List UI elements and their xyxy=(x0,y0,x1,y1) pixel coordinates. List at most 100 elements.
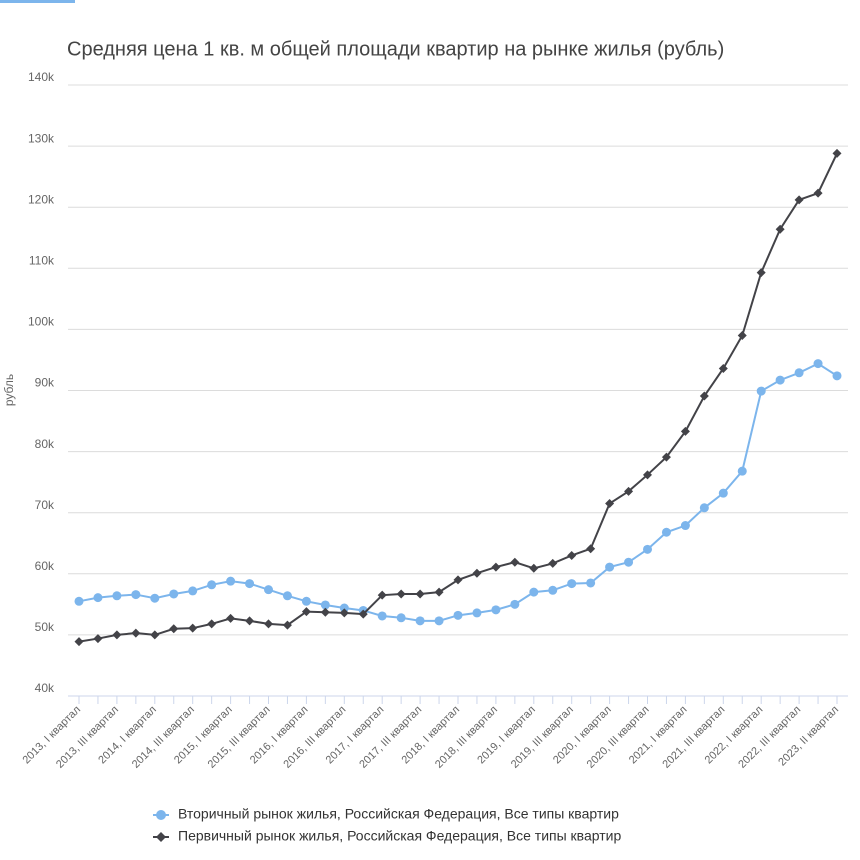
point xyxy=(737,331,747,341)
point xyxy=(680,426,690,436)
point xyxy=(586,544,596,554)
y-tick-label: 140k xyxy=(28,70,55,84)
y-tick-label: 90k xyxy=(35,376,55,390)
y-tick-label: 50k xyxy=(35,620,55,634)
point xyxy=(112,591,122,601)
point xyxy=(339,603,349,613)
point xyxy=(264,585,273,595)
point xyxy=(358,609,368,619)
y-tick-label: 120k xyxy=(28,192,55,206)
point xyxy=(396,589,406,599)
point xyxy=(832,371,842,381)
point xyxy=(756,268,766,278)
point xyxy=(832,148,842,158)
point xyxy=(567,579,577,589)
point xyxy=(131,628,141,638)
point xyxy=(813,359,823,369)
chart-title: Средняя цена 1 кв. м общей площади кварт… xyxy=(67,38,724,60)
point xyxy=(775,224,785,234)
y-tick-label: 60k xyxy=(35,559,55,573)
point xyxy=(737,466,747,476)
point xyxy=(93,634,103,644)
point xyxy=(529,563,539,573)
point xyxy=(567,550,577,560)
point xyxy=(605,499,615,509)
point xyxy=(245,579,255,589)
point xyxy=(93,593,103,603)
point xyxy=(661,527,671,537)
point xyxy=(643,544,652,554)
legend-label: Вторичный рынок жилья, Российская Федера… xyxy=(178,806,619,822)
point xyxy=(699,391,709,401)
point xyxy=(396,613,406,623)
point xyxy=(320,607,330,617)
legend-label: Первичный рынок жилья, Российская Федера… xyxy=(178,828,621,844)
point xyxy=(813,188,823,198)
point xyxy=(377,611,387,621)
point xyxy=(245,616,255,626)
point xyxy=(188,586,198,596)
point xyxy=(624,486,634,496)
point xyxy=(472,608,482,618)
point xyxy=(207,580,217,590)
point xyxy=(434,587,444,597)
point xyxy=(529,587,539,597)
point xyxy=(320,600,330,610)
point xyxy=(794,195,804,205)
point xyxy=(718,364,728,374)
point xyxy=(169,624,179,634)
point xyxy=(131,590,141,600)
point xyxy=(605,562,615,572)
point xyxy=(586,578,596,588)
point xyxy=(169,589,179,599)
point xyxy=(112,630,122,640)
point xyxy=(680,521,690,531)
y-tick-label: 40k xyxy=(35,681,55,695)
point xyxy=(301,596,311,606)
point xyxy=(699,503,709,513)
point xyxy=(415,616,425,626)
y-axis-label: рубль xyxy=(2,374,16,406)
point xyxy=(150,630,160,640)
point xyxy=(188,623,198,633)
point xyxy=(756,386,766,396)
point xyxy=(491,605,501,615)
point xyxy=(301,607,311,617)
point xyxy=(794,368,804,378)
point xyxy=(377,590,387,600)
point xyxy=(434,616,444,626)
series-line xyxy=(78,153,838,643)
point xyxy=(226,613,236,623)
point xyxy=(74,596,84,606)
point xyxy=(453,610,463,620)
point xyxy=(491,562,501,572)
point xyxy=(74,637,84,647)
point xyxy=(415,589,425,599)
point xyxy=(775,375,785,385)
point xyxy=(510,557,520,567)
point xyxy=(510,599,520,609)
point xyxy=(264,619,273,629)
legend-marker xyxy=(156,832,166,842)
point xyxy=(548,585,558,595)
point xyxy=(661,452,671,462)
point xyxy=(339,608,349,618)
point xyxy=(718,488,728,498)
legend: Вторичный рынок жилья, Российская Федера… xyxy=(153,806,621,844)
point xyxy=(226,576,236,586)
y-tick-label: 70k xyxy=(35,498,55,512)
point xyxy=(472,568,482,578)
y-tick-label: 110k xyxy=(29,253,55,267)
y-tick-label: 100k xyxy=(28,315,55,329)
tab-indicator xyxy=(0,0,75,3)
point xyxy=(282,591,292,601)
point xyxy=(453,575,463,585)
point xyxy=(282,620,292,630)
point xyxy=(207,619,217,629)
point xyxy=(624,557,634,567)
legend-marker xyxy=(156,810,166,820)
point xyxy=(150,593,160,603)
y-tick-label: 80k xyxy=(35,437,55,451)
